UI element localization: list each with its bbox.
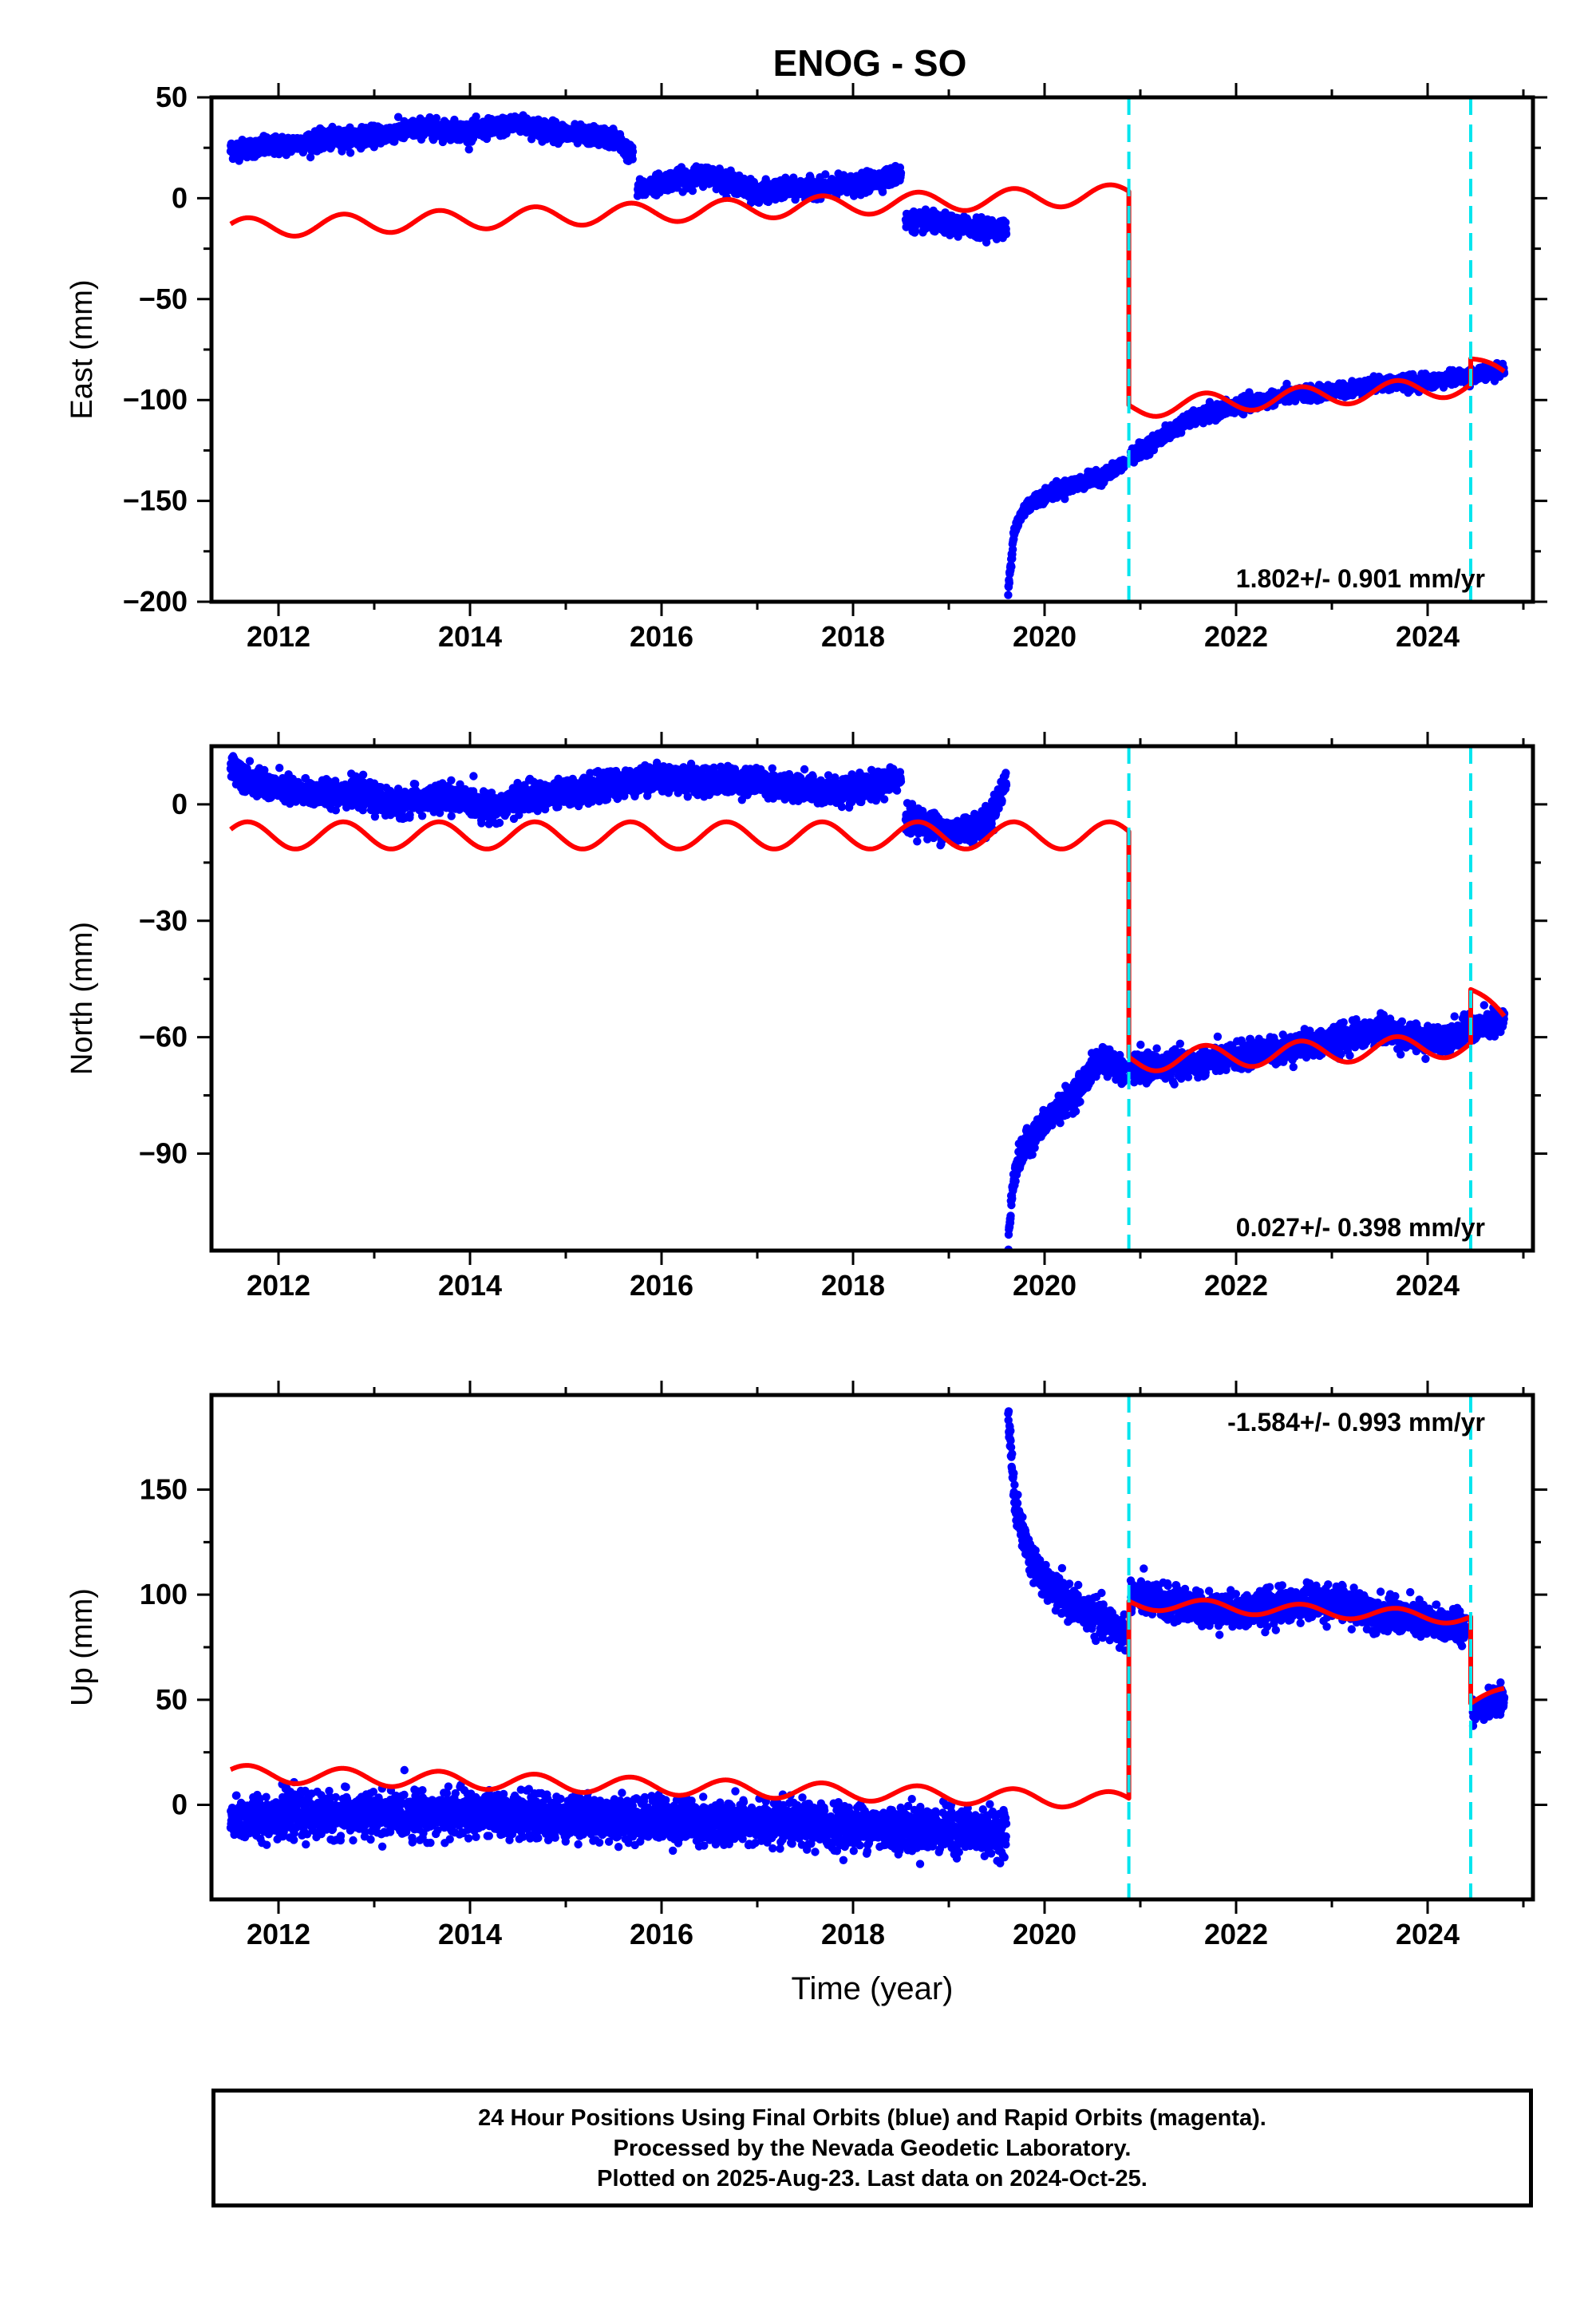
panel-east: 2012 2014 2016 2018 2020 2022 2024500−50−100−1… [65, 81, 1547, 653]
data-point [464, 145, 473, 154]
data-point [338, 147, 346, 156]
data-point [1004, 591, 1013, 599]
panels: 2012 2014 2016 2018 2020 2022 2024500−50−100−1… [65, 81, 1547, 2006]
data-point [472, 112, 480, 121]
data-point [1005, 579, 1014, 587]
data-point [628, 155, 637, 164]
data-point [1001, 230, 1011, 239]
data-point [306, 152, 315, 162]
data-point [628, 147, 638, 156]
data-point [432, 113, 441, 123]
data-point [688, 186, 697, 196]
east-data-layer [226, 111, 1509, 599]
chart-title: ENOG - SO [773, 42, 967, 84]
data-point [346, 148, 355, 157]
data-point [393, 113, 403, 121]
data-point [1007, 562, 1016, 571]
data-point [1008, 545, 1017, 554]
east-observations [226, 111, 1509, 599]
data-point [896, 168, 906, 177]
